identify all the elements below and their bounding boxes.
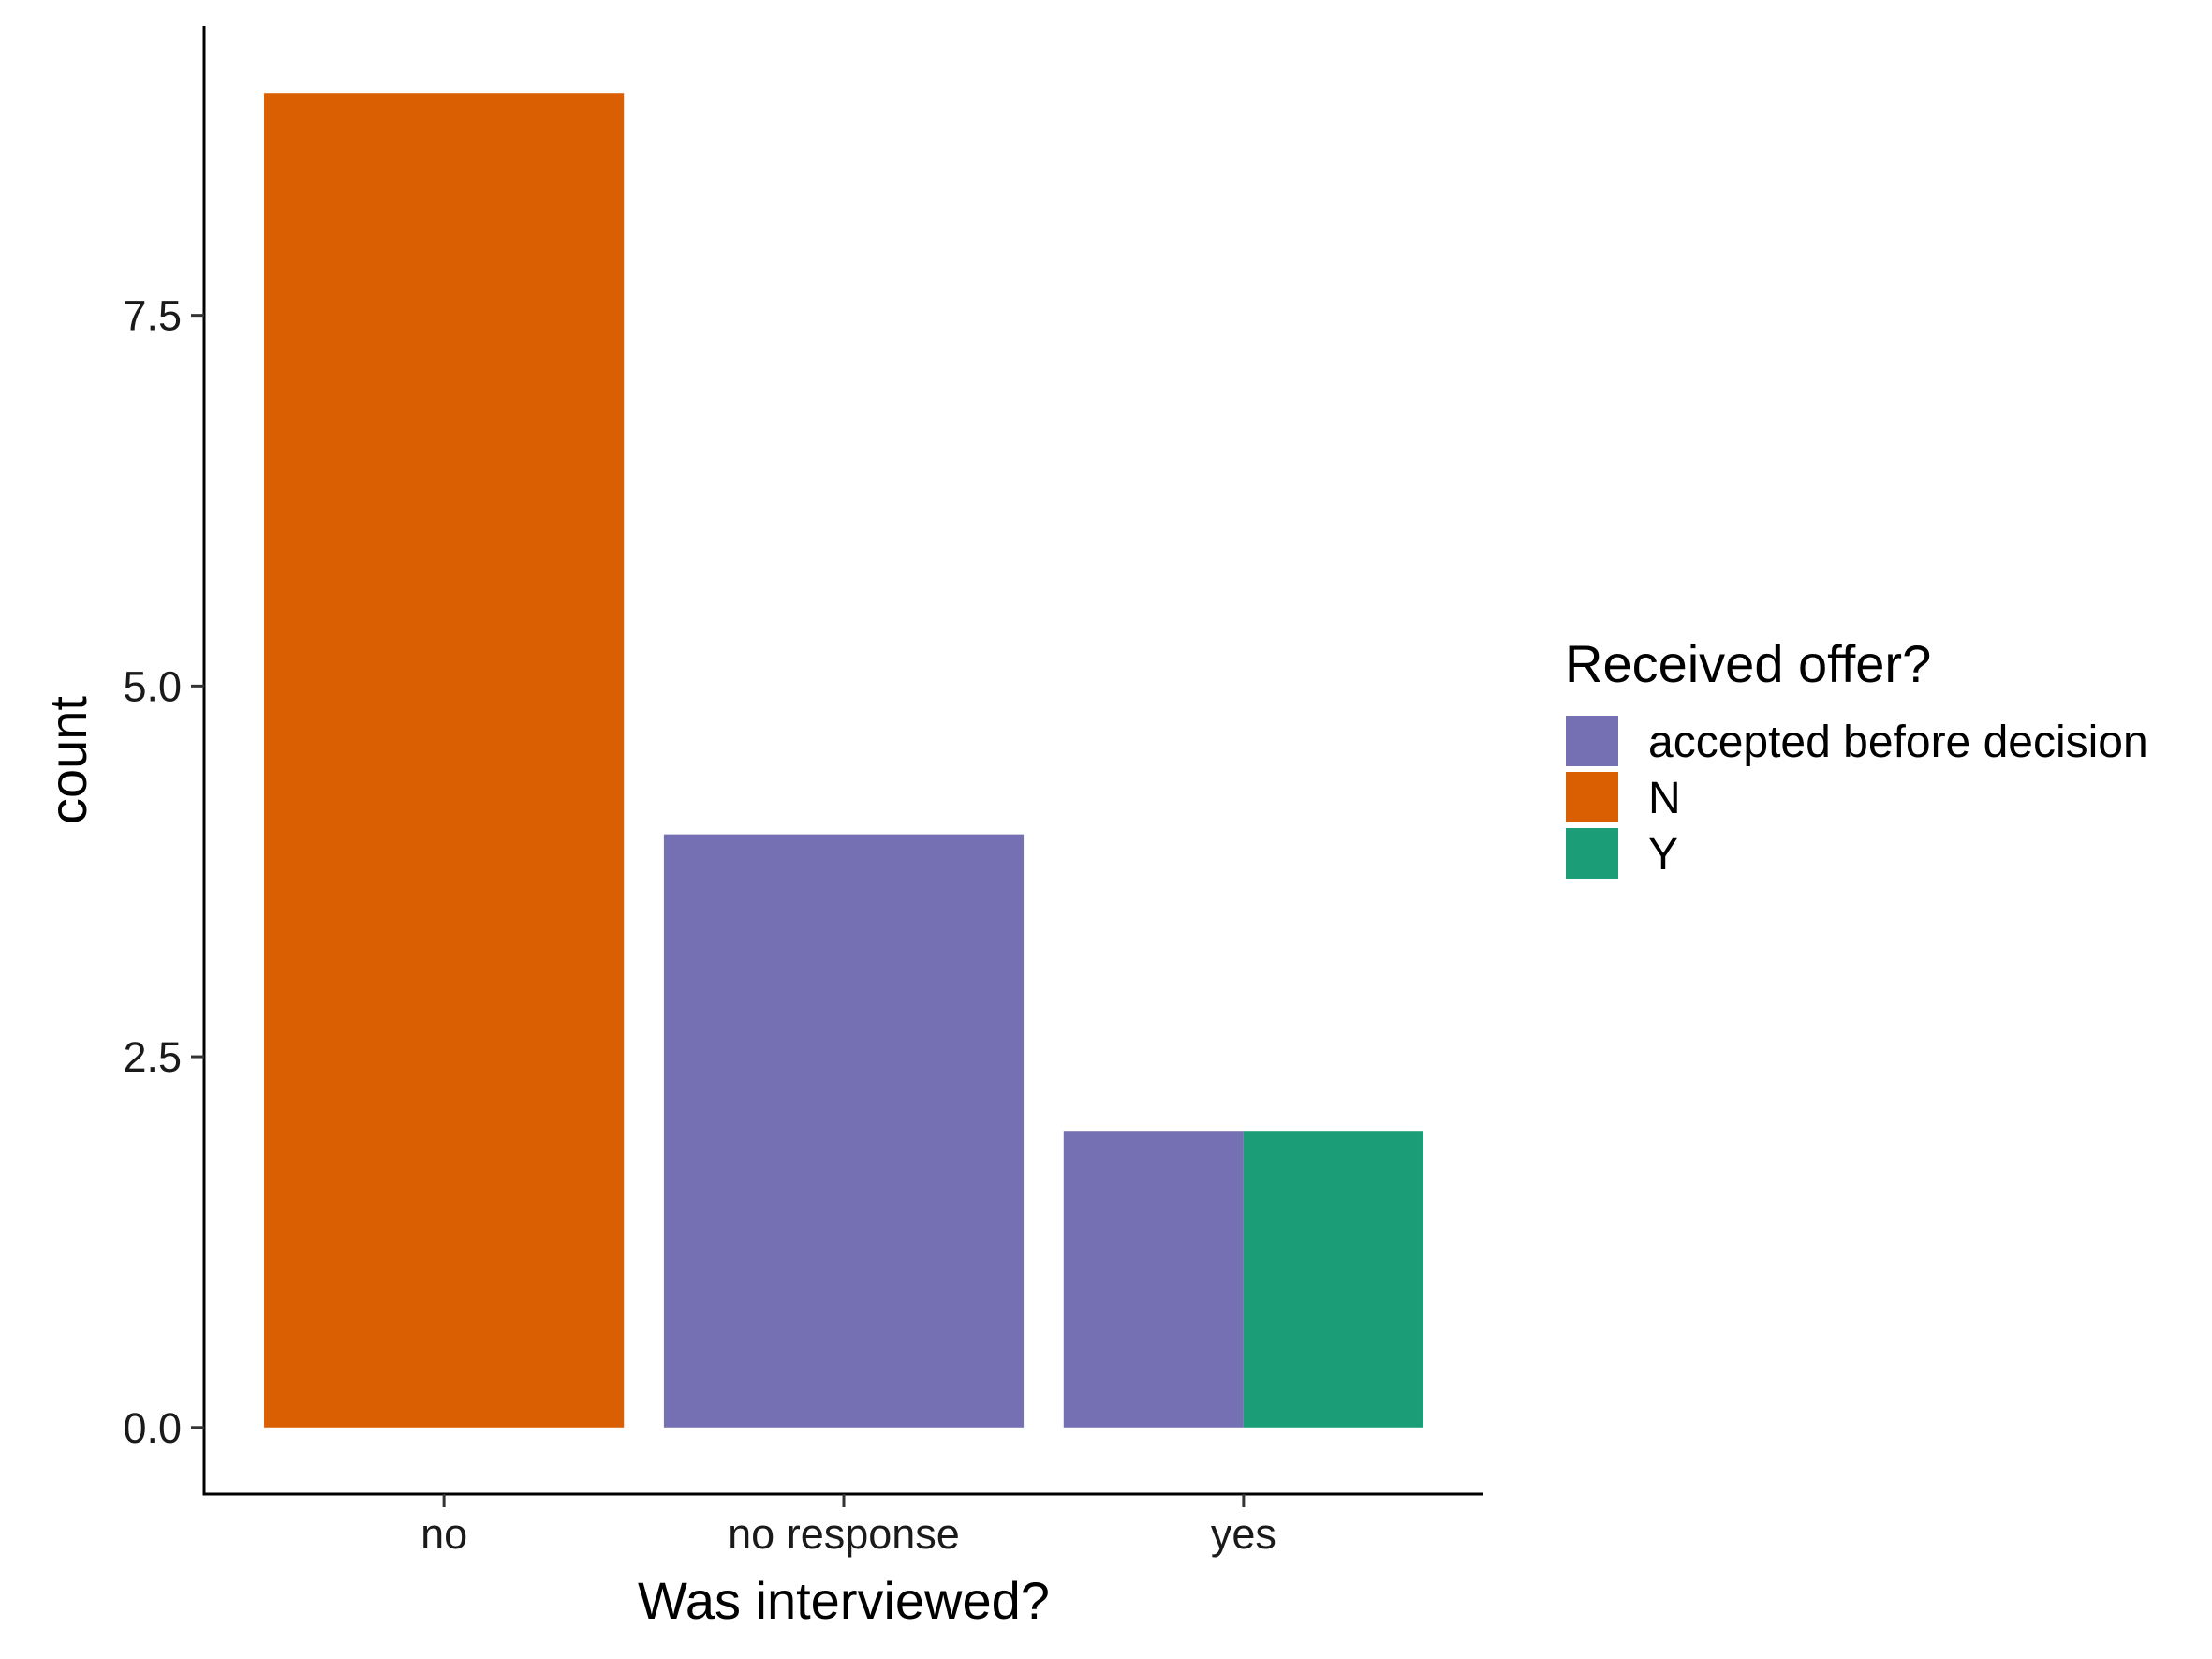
legend-label: N [1648, 774, 1681, 823]
legend-label: accepted before decision [1648, 718, 2148, 767]
x-axis: no no response yes [202, 1492, 1483, 1558]
bars-layer [264, 93, 1423, 1428]
legend-label: Y [1648, 830, 1678, 880]
bar-no-response-accepted-before-decision [663, 834, 1025, 1428]
legend-key-Y [1566, 828, 1618, 879]
y-axis: 0.0 2.5 5.0 7.5 [123, 26, 206, 1494]
bar-no-N [264, 93, 625, 1428]
y-tick-label: 0.0 [123, 1404, 182, 1452]
y-tick-label: 2.5 [123, 1033, 182, 1081]
legend-key-accepted-before-decision [1566, 716, 1618, 766]
bar-yes-Y [1243, 1131, 1423, 1428]
y-tick-label: 5.0 [123, 662, 182, 710]
y-axis-title: count [38, 696, 97, 824]
x-tick-label: yes [1211, 1510, 1276, 1558]
x-tick-label: no [420, 1510, 467, 1558]
legend-title: Received offer? [1565, 634, 1931, 693]
y-tick-label: 7.5 [123, 292, 182, 340]
x-axis-title: Was interviewed? [638, 1571, 1050, 1630]
bar-yes-accepted-before-decision [1063, 1131, 1244, 1428]
legend-key-N [1566, 772, 1618, 822]
legend: Received offer? accepted before decision… [1565, 634, 2148, 880]
x-tick-label: no response [728, 1510, 960, 1558]
